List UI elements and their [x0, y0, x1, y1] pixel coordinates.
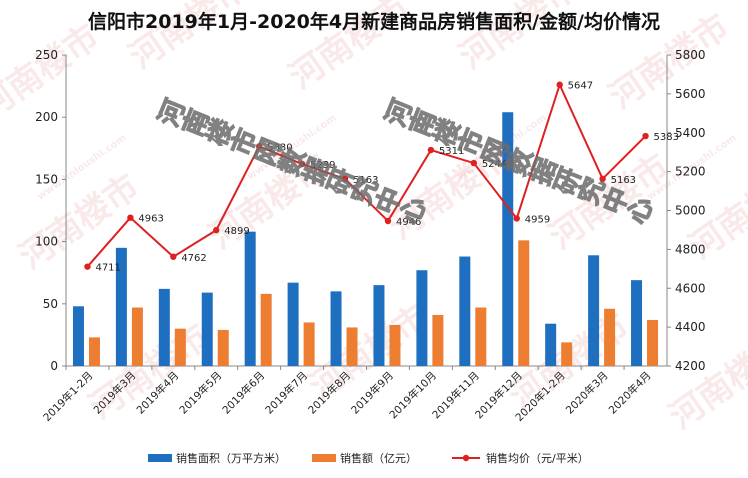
bar-area	[373, 285, 385, 366]
bar-area	[459, 256, 471, 366]
right-tick-label: 5600	[675, 87, 706, 101]
price-data-label: 5163	[611, 175, 636, 186]
price-point	[84, 263, 91, 270]
bar-area	[545, 323, 557, 366]
bar-area	[201, 292, 213, 366]
right-tick-label: 4200	[675, 359, 706, 373]
bar-amount	[131, 307, 143, 366]
bar-amount	[346, 327, 358, 366]
price-line-path	[86, 81, 647, 268]
right-tick-label: 4400	[675, 320, 706, 334]
price-data-label: 4762	[181, 253, 206, 264]
x-tick-label: 2020年4月	[606, 369, 654, 417]
bar-area	[330, 291, 342, 366]
bar-amount	[604, 308, 616, 366]
price-data-label: 4963	[138, 214, 163, 225]
right-tick-label: 5200	[675, 165, 706, 179]
bar-area	[158, 288, 170, 366]
bar-area	[416, 270, 428, 366]
legend-label: 销售额（亿元）	[340, 451, 417, 465]
bar-area	[588, 255, 600, 366]
bar-area	[502, 112, 514, 366]
right-tick-label: 5000	[675, 204, 706, 218]
bar-amount	[518, 240, 530, 366]
price-point	[556, 81, 563, 88]
price-point	[427, 146, 435, 154]
price-point	[384, 217, 392, 225]
price-data-label: 4899	[224, 226, 249, 237]
price-data-label: 5311	[439, 146, 464, 157]
bar-amount	[647, 319, 659, 366]
x-tick-label: 2019年7月	[263, 369, 311, 417]
bar-amount	[217, 329, 229, 366]
price-point	[213, 226, 220, 234]
bar-area	[72, 306, 84, 366]
legend: 销售面积（万平方米） 销售额（亿元） 销售均价（元/平米）	[148, 451, 589, 465]
left-tick-label: 0	[50, 359, 58, 373]
bar-area	[631, 280, 643, 366]
legend-swatch-amount	[312, 454, 336, 462]
x-tick-label: 2019年5月	[177, 369, 225, 417]
bar-amount	[561, 342, 573, 366]
x-tick-label: 2019年6月	[220, 369, 268, 417]
price-point	[470, 159, 478, 167]
price-data-label: 5383	[654, 132, 679, 143]
price-point	[298, 160, 306, 168]
price-point	[127, 214, 134, 221]
right-tick-label: 4800	[675, 242, 706, 256]
bar-amount	[260, 293, 272, 366]
bar-area	[287, 282, 299, 366]
bar-area	[244, 231, 256, 366]
price-data-label: 5163	[353, 175, 378, 186]
price-point	[642, 132, 649, 140]
bar-amount	[432, 314, 444, 366]
legend-swatch-area	[148, 454, 172, 462]
right-tick-label: 5400	[675, 126, 706, 140]
right-tick-label: 4600	[675, 281, 706, 295]
price-point	[513, 215, 520, 222]
bar-amount	[475, 307, 487, 366]
bars	[72, 112, 659, 366]
chart-title: 信阳市2019年1月-2020年4月新建商品房销售面积/金额/均价情况	[88, 10, 660, 33]
left-tick-label: 100	[35, 235, 58, 249]
bar-amount	[389, 324, 401, 366]
price-point	[170, 253, 177, 260]
bar-amount	[174, 328, 186, 366]
bar-amount	[88, 337, 100, 366]
left-tick-label: 150	[35, 172, 58, 186]
price-data-label: 5647	[568, 81, 593, 92]
price-point	[341, 175, 349, 183]
price-data-label: 5330	[267, 142, 292, 153]
legend-label: 销售均价（元/平米）	[486, 451, 589, 465]
legend-line-marker	[462, 454, 470, 462]
price-line: 4711 4963 4762 4899 5330 5239 5163 4946 5311 5244…	[84, 81, 679, 274]
price-data-label: 4946	[396, 217, 421, 228]
watermark-background-text: 河南楼市	[662, 327, 748, 438]
price-point	[599, 175, 606, 183]
price-data-label: 5244	[482, 159, 507, 170]
price-point	[255, 143, 263, 150]
price-data-label: 4711	[95, 263, 120, 274]
bar-area	[115, 247, 127, 366]
right-tick-label: 5800	[675, 48, 706, 62]
left-tick-label: 50	[43, 297, 58, 311]
price-data-label: 5239	[310, 160, 335, 171]
legend-label: 销售面积（万平方米）	[176, 451, 286, 465]
left-tick-label: 200	[35, 110, 58, 124]
bar-amount	[303, 322, 315, 366]
price-data-label: 4959	[525, 214, 550, 225]
left-tick-label: 250	[35, 48, 58, 62]
